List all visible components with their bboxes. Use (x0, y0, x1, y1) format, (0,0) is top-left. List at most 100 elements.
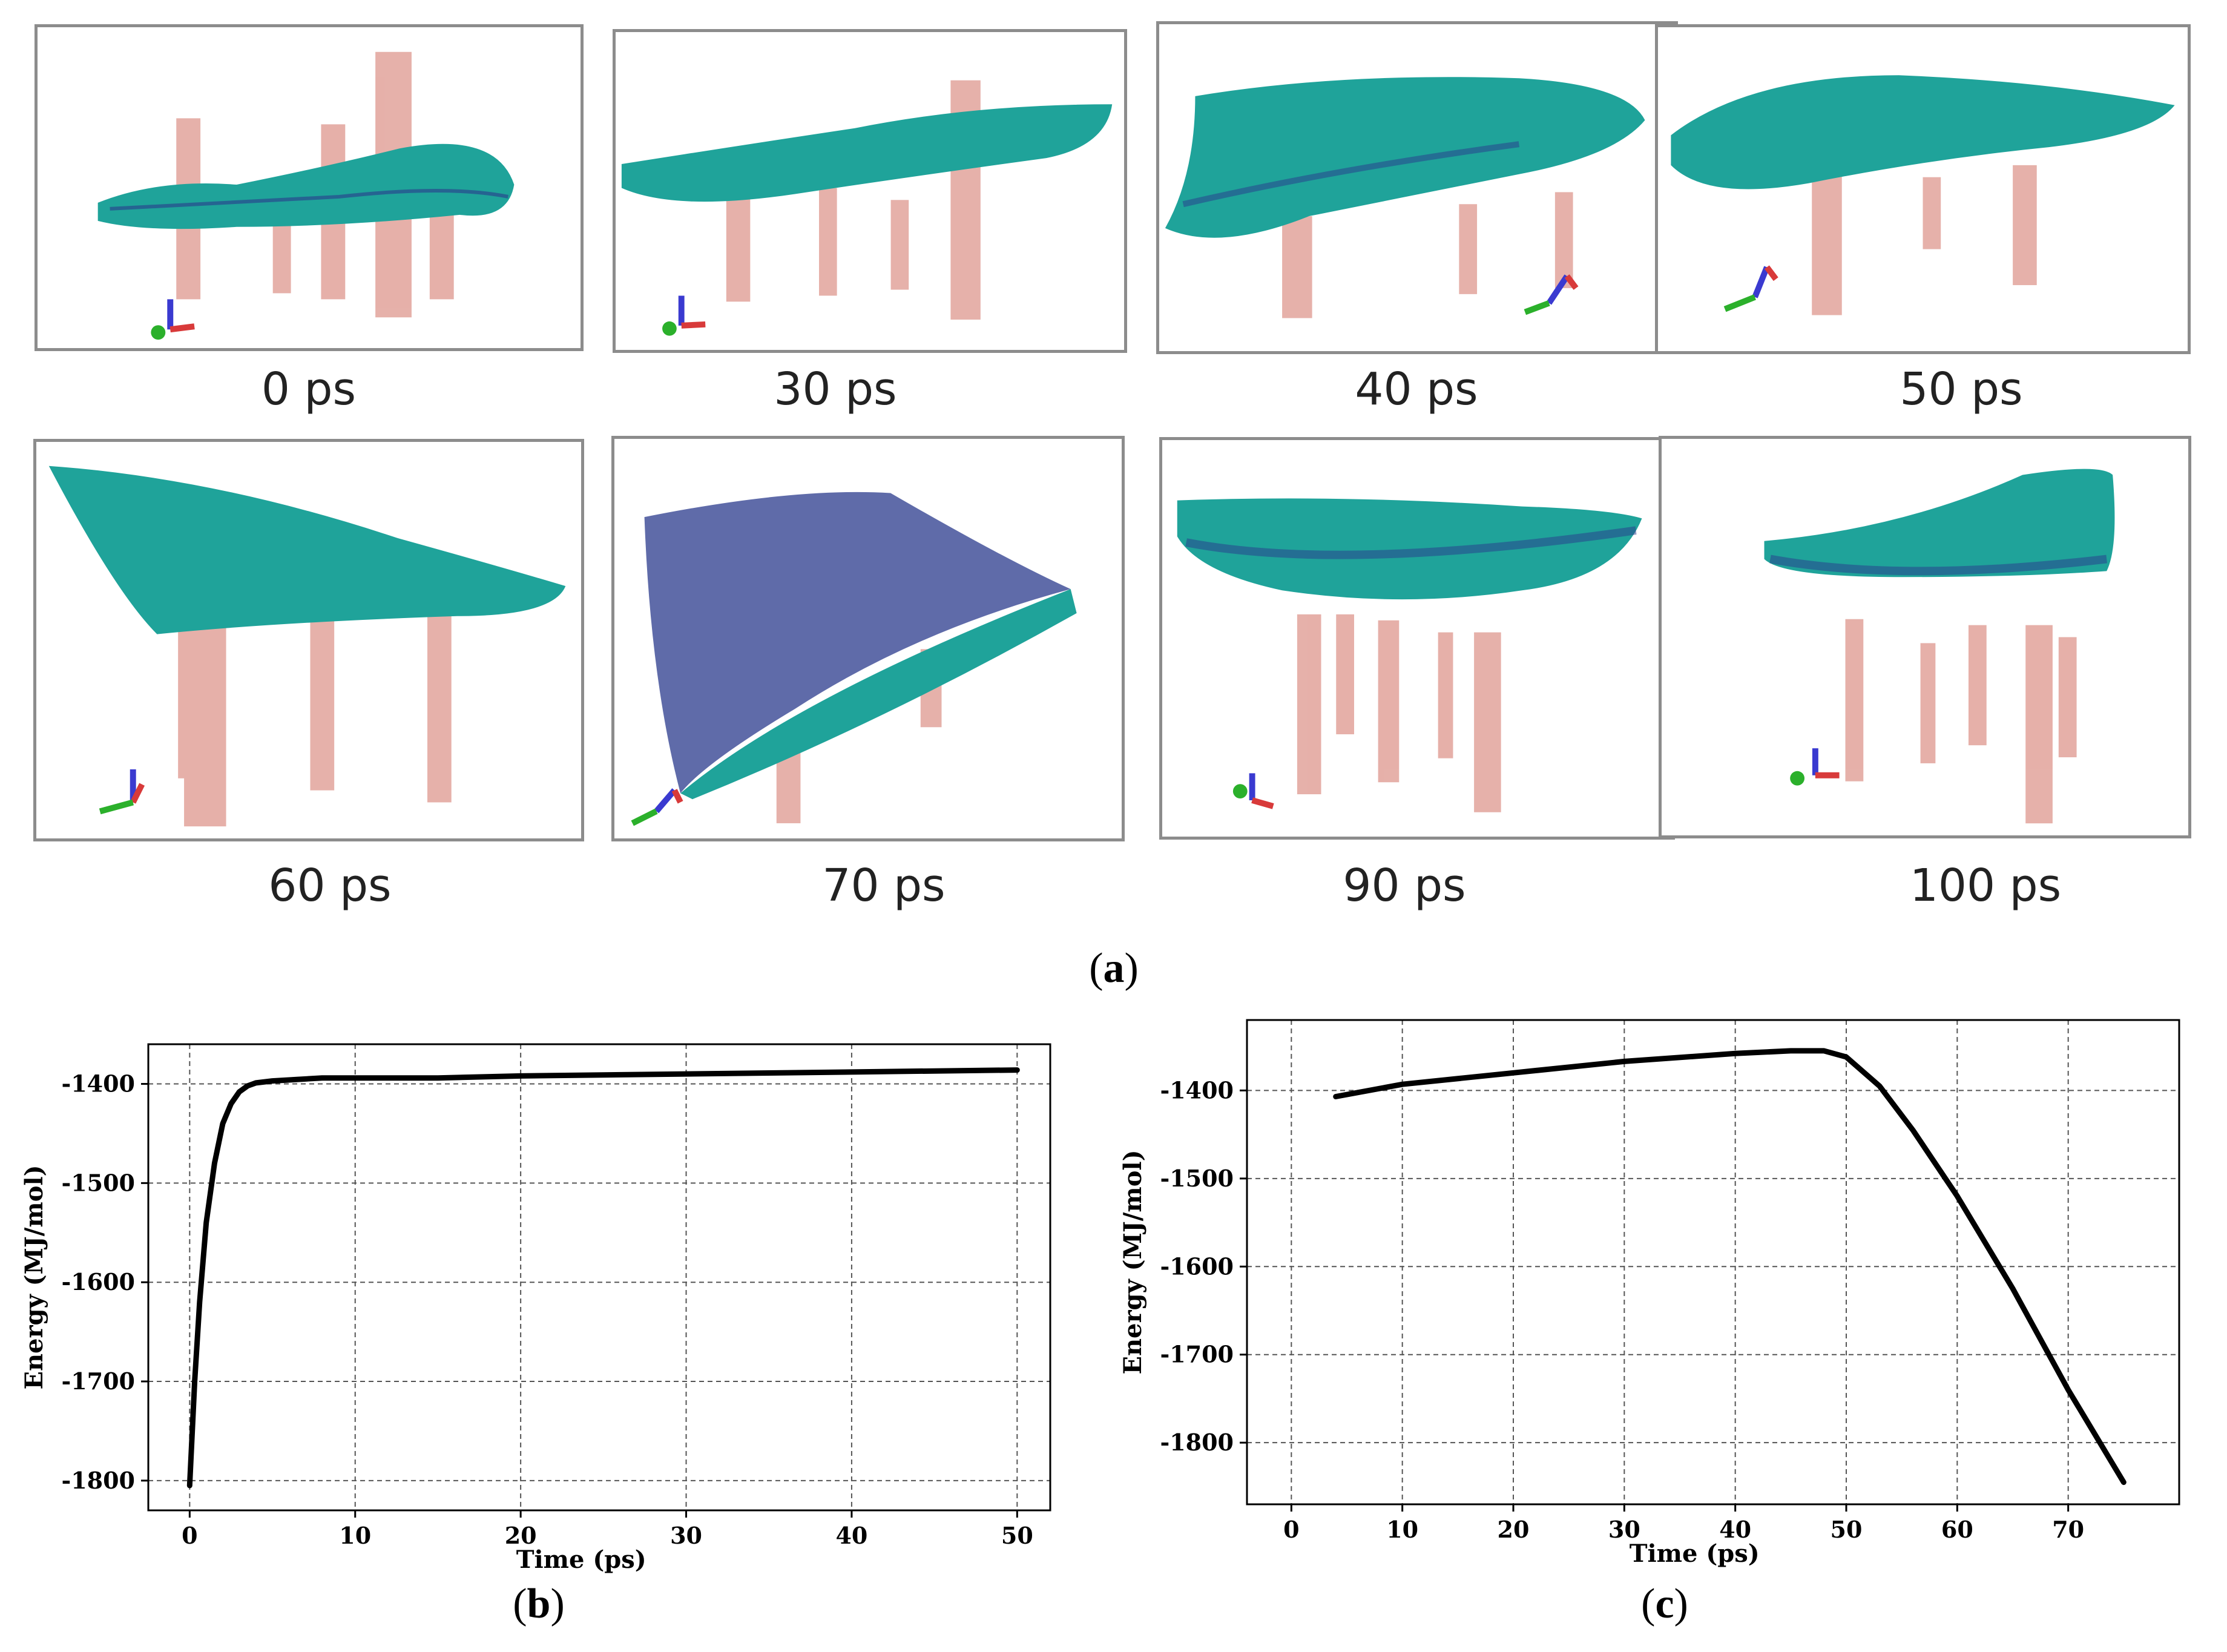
y-axis-label: Energy (MJ/mol) (1119, 1150, 1147, 1374)
snapshot-caption: 60 ps (268, 860, 392, 912)
data-point (2011, 1286, 2015, 1291)
y-tick-label: -1800 (1160, 1429, 1234, 1456)
data-point (1878, 1084, 1881, 1088)
snapshot-caption: 50 ps (1900, 363, 2023, 415)
y-tick-label: -1400 (1160, 1076, 1234, 1104)
data-point (932, 1069, 936, 1073)
data-point (271, 1079, 275, 1083)
snapshot-frame (613, 29, 1127, 353)
data-point (1015, 1068, 1019, 1072)
data-point (229, 1102, 233, 1106)
data-point (192, 1380, 197, 1384)
axis-triad-icon (1723, 265, 1778, 312)
axis-triad-icon (1790, 748, 1840, 786)
data-point (1622, 1059, 1627, 1064)
snapshot-render (48, 466, 566, 827)
data-point (684, 1072, 688, 1076)
data-point (188, 1484, 192, 1488)
snapshot-render (1671, 75, 2175, 315)
data-point (1822, 1048, 1826, 1053)
plot-frame (147, 1043, 1051, 1512)
axis-triad-icon (99, 769, 145, 815)
x-tick-label: 20 (505, 1522, 537, 1549)
snapshot-render (1177, 498, 1642, 812)
y-tick-label: -1500 (61, 1169, 135, 1196)
panel-label-c: (c) (1641, 1581, 1688, 1627)
data-point (601, 1073, 605, 1077)
data-point (1512, 1071, 1515, 1075)
data-point (287, 1078, 291, 1082)
snapshot-caption: 0 ps (261, 363, 357, 415)
data-point (237, 1090, 242, 1094)
axis-triad-icon (631, 788, 683, 826)
energy-series-line (1333, 1048, 2127, 1486)
snapshot-render (631, 492, 1077, 826)
x-tick-label: 60 (1941, 1516, 1973, 1543)
data-point (2066, 1387, 2070, 1392)
snapshot-caption: 100 ps (1909, 860, 2062, 912)
data-point (1789, 1048, 1793, 1053)
snapshot-caption: 70 ps (822, 860, 946, 912)
data-point (767, 1071, 771, 1075)
plot-frame (1246, 1019, 2180, 1506)
data-point (212, 1161, 217, 1165)
snapshot-frame (611, 436, 1125, 841)
snapshot-caption: 30 ps (774, 363, 897, 415)
axis-triad-icon (1524, 274, 1579, 315)
snapshot-frame (33, 439, 584, 841)
energy-chart-b: 0 10 20 30 40 50 -1400 -1500 -1600 -1700 -1800 Time… (20, 1043, 1051, 1574)
y-axis-label: Energy (MJ/mol) (20, 1165, 48, 1389)
data-point (221, 1122, 225, 1126)
snapshot-render (97, 51, 515, 340)
x-tick-label: 0 (1283, 1516, 1299, 1543)
snapshot-frame (1159, 437, 1675, 840)
snapshot-frame (1655, 24, 2191, 354)
data-point (1400, 1082, 1404, 1087)
x-tick-label: 10 (1386, 1516, 1418, 1543)
data-point (1955, 1194, 1959, 1198)
x-tick-label: 10 (339, 1522, 371, 1549)
y-tick-label: -1600 (61, 1268, 135, 1295)
snapshot-render (621, 80, 1113, 336)
y-tick-label: -1700 (61, 1367, 135, 1395)
snapshot-frame (35, 24, 584, 351)
data-point (320, 1076, 324, 1080)
data-point (1911, 1128, 1915, 1132)
axis-triad-icon (151, 299, 195, 340)
x-tick-label: 30 (670, 1522, 702, 1549)
snapshot-caption: 40 ps (1355, 363, 1478, 415)
x-tick-label: 0 (182, 1522, 197, 1549)
x-axis-label: Time (ps) (1630, 1539, 1760, 1568)
data-point (1334, 1094, 1338, 1099)
x-tick-label: 30 (1608, 1516, 1640, 1543)
x-tick-label: 40 (1719, 1516, 1751, 1543)
data-point (204, 1220, 208, 1225)
data-point (1844, 1055, 1848, 1059)
data-point (197, 1300, 202, 1304)
data-point (1733, 1051, 1737, 1056)
panel-label-b: (b) (513, 1581, 565, 1627)
x-tick-label: 40 (835, 1522, 867, 1549)
data-point (849, 1070, 854, 1074)
snapshot-frame (1659, 436, 2191, 838)
data-point (2122, 1480, 2126, 1484)
y-tick-label: -1500 (1160, 1165, 1234, 1192)
panel-label-a: (a) (1089, 945, 1139, 992)
axis-triad-icon (1232, 773, 1274, 809)
x-tick-label: 50 (1831, 1516, 1863, 1543)
snapshot-frame (1156, 21, 1678, 354)
y-tick-label: -1400 (61, 1070, 135, 1097)
data-point (254, 1081, 258, 1085)
data-point (246, 1084, 250, 1088)
y-tick-label: -1800 (61, 1467, 135, 1494)
data-point (436, 1076, 440, 1080)
energy-series-line (186, 1067, 1020, 1489)
snapshot-caption: 90 ps (1343, 860, 1466, 912)
data-point (519, 1074, 523, 1078)
data-point (353, 1076, 357, 1080)
energy-chart-c: 0 10 20 30 40 50 60 70 -1400 -1500 -1600 -1700 -1800… (1119, 1019, 2180, 1568)
x-tick-label: 20 (1498, 1516, 1530, 1543)
x-tick-label: 70 (2052, 1516, 2084, 1543)
y-tick-label: -1600 (1160, 1252, 1234, 1280)
snapshot-render (1764, 469, 2115, 824)
